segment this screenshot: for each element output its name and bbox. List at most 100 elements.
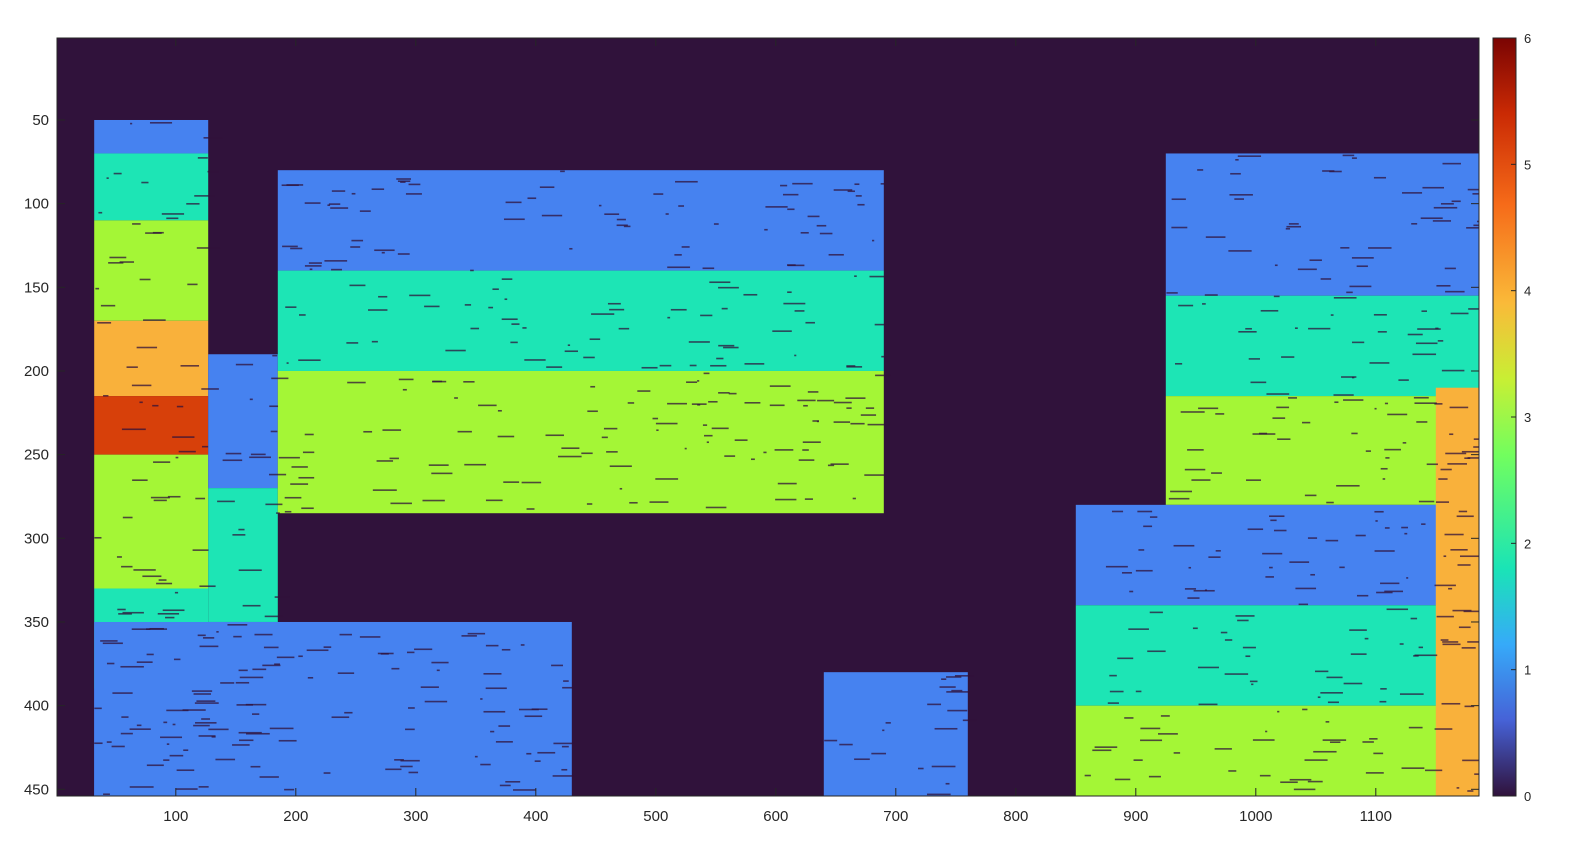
noise-streak [854,275,857,277]
noise-streak [744,401,761,404]
noise-streak [203,137,223,139]
noise-streak [744,363,765,365]
noise-streak [139,401,143,404]
noise-streak [667,316,671,319]
noise-streak [497,409,502,412]
noise-streak [846,407,852,409]
noise-streak [103,394,109,397]
noise-streak [1438,478,1448,480]
noise-streak [249,398,253,401]
noise-streak [207,170,219,173]
noise-streak [420,686,439,688]
noise-streak [772,330,792,332]
noise-streak [1440,203,1454,205]
noise-streak [304,202,321,204]
noise-streak [926,793,951,796]
noise-streak [769,404,785,407]
noise-streak [291,466,308,468]
noise-streak [1342,154,1355,157]
noise-streak [1467,790,1474,792]
noise-streak [1135,690,1142,693]
noise-streak [1380,582,1400,585]
noise-streak [1272,417,1286,419]
noise-streak [871,752,887,755]
noise-streak [350,246,361,248]
noise-streak [1259,774,1271,777]
noise-streak [470,269,474,272]
noise-streak [609,308,625,311]
noise-streak [371,188,385,191]
noise-streak [708,400,718,403]
noise-streak [250,453,266,456]
noise-streak [382,429,402,431]
noise-streak [1322,170,1335,172]
noise-streak [1247,528,1264,531]
noise-streak [217,500,235,503]
noise-streak [347,381,366,384]
noise-streak [524,715,543,718]
noise-streak [1248,358,1260,360]
noise-streak [850,422,865,425]
noise-streak [232,534,246,536]
noise-streak [488,306,494,309]
noise-streak [852,497,856,500]
noise-streak [142,575,162,578]
noise-streak [1462,759,1479,762]
noise-streak [1288,223,1299,225]
noise-streak [655,478,679,480]
noise-streak [499,784,511,787]
noise-streak [606,451,618,453]
noise-streak [1412,353,1437,356]
y-tick-label: 400 [24,698,49,715]
noise-streak [1449,433,1454,436]
noise-streak [1467,457,1479,459]
noise-streak [269,727,294,730]
noise-streak [106,662,115,665]
x-tick-label: 1100 [1360,808,1392,825]
noise-streak [561,745,569,748]
noise-streak [1270,519,1277,522]
noise-streak [1426,463,1438,466]
noise-streak [1379,700,1387,703]
noise-streak [1197,666,1219,669]
noise-streak [563,680,569,682]
noise-streak [1249,680,1258,683]
noise-streak [865,407,875,409]
noise-streak [270,430,278,433]
noise-streak [855,195,862,197]
noise-streak [1289,561,1310,563]
noise-streak [331,716,350,719]
noise-streak [100,640,118,642]
noise-streak [1410,617,1418,620]
noise-streak [331,268,342,271]
noise-streak [828,253,844,256]
heatmap-cell [1165,396,1479,505]
noise-streak [702,267,715,270]
noise-streak [769,385,791,387]
noise-streak [706,441,709,444]
noise-streak [1188,566,1192,569]
heatmap-cell [208,488,278,622]
noise-streak [882,729,885,732]
noise-streak [409,294,431,297]
noise-streak [803,404,808,407]
noise-streak [1304,494,1317,497]
noise-streak [1326,676,1343,679]
noise-streak [302,451,315,454]
noise-streak [490,730,495,733]
noise-streak [1434,403,1443,405]
noise-streak [1187,597,1200,599]
noise-streak [1362,741,1374,743]
y-tick-label: 50 [32,112,49,129]
noise-streak [121,716,129,718]
x-tick-label: 500 [643,808,668,825]
noise-streak [381,251,385,254]
noise-streak [176,769,195,772]
heatmap-cell [1075,504,1479,606]
noise-streak [286,184,304,186]
noise-streak [1288,397,1297,399]
noise-streak [794,354,797,357]
noise-streak [1286,225,1302,228]
noise-streak [798,459,815,461]
noise-streak [118,613,132,615]
